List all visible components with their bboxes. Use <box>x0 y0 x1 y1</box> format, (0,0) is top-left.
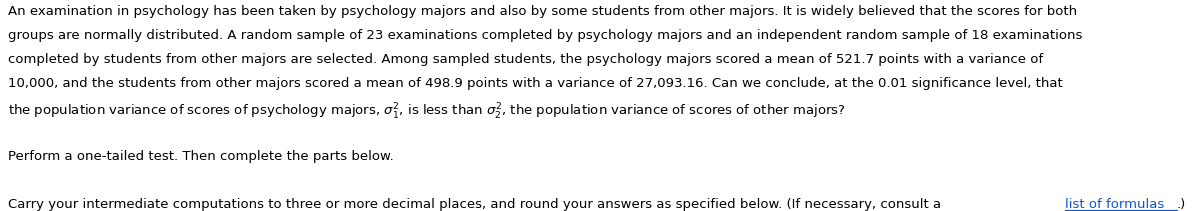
Text: .): .) <box>1177 198 1186 211</box>
Text: 10,000, and the students from other majors scored a mean of 498.9 points with a : 10,000, and the students from other majo… <box>8 77 1063 90</box>
Text: the population variance of scores of psychology majors, $\sigma_1^2$, is less th: the population variance of scores of psy… <box>8 101 846 122</box>
Text: Perform a one-tailed test. Then complete the parts below.: Perform a one-tailed test. Then complete… <box>8 150 394 163</box>
Text: Carry your intermediate computations to three or more decimal places, and round : Carry your intermediate computations to … <box>8 198 946 211</box>
Text: An examination in psychology has been taken by psychology majors and also by som: An examination in psychology has been ta… <box>8 5 1078 18</box>
Text: groups are normally distributed. A random sample of 23 examinations completed by: groups are normally distributed. A rando… <box>8 29 1082 42</box>
Text: list of formulas: list of formulas <box>1064 198 1164 211</box>
Text: completed by students from other majors are selected. Among sampled students, th: completed by students from other majors … <box>8 53 1044 66</box>
